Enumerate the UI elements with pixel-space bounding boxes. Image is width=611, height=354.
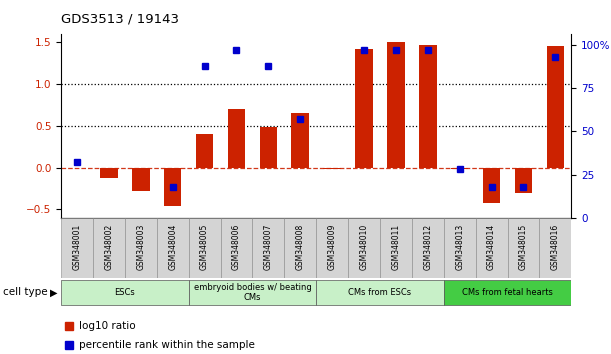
FancyBboxPatch shape bbox=[444, 218, 475, 278]
FancyBboxPatch shape bbox=[93, 218, 125, 278]
Text: GSM348011: GSM348011 bbox=[392, 223, 400, 270]
FancyBboxPatch shape bbox=[189, 280, 316, 305]
Bar bbox=[355, 49, 373, 167]
FancyBboxPatch shape bbox=[284, 218, 316, 278]
Text: GSM348015: GSM348015 bbox=[519, 223, 528, 270]
Text: GSM348007: GSM348007 bbox=[264, 223, 273, 270]
Text: CMs from fetal hearts: CMs from fetal hearts bbox=[462, 288, 553, 297]
FancyBboxPatch shape bbox=[316, 280, 444, 305]
FancyBboxPatch shape bbox=[252, 218, 284, 278]
Bar bbox=[387, 42, 404, 167]
Text: ESCs: ESCs bbox=[114, 288, 135, 297]
Text: log10 ratio: log10 ratio bbox=[79, 321, 136, 331]
FancyBboxPatch shape bbox=[508, 218, 540, 278]
Text: GSM348014: GSM348014 bbox=[487, 223, 496, 270]
FancyBboxPatch shape bbox=[348, 218, 380, 278]
FancyBboxPatch shape bbox=[189, 218, 221, 278]
Bar bbox=[547, 46, 564, 167]
FancyBboxPatch shape bbox=[380, 218, 412, 278]
Text: GSM348010: GSM348010 bbox=[359, 223, 368, 270]
Text: GSM348004: GSM348004 bbox=[168, 223, 177, 270]
FancyBboxPatch shape bbox=[61, 280, 189, 305]
Text: GSM348016: GSM348016 bbox=[551, 223, 560, 270]
FancyBboxPatch shape bbox=[412, 218, 444, 278]
Bar bbox=[100, 167, 118, 178]
Text: ▶: ▶ bbox=[50, 287, 57, 297]
Bar bbox=[228, 109, 245, 167]
Text: GSM348012: GSM348012 bbox=[423, 223, 433, 270]
Text: GSM348009: GSM348009 bbox=[327, 223, 337, 270]
FancyBboxPatch shape bbox=[125, 218, 157, 278]
Bar bbox=[323, 167, 341, 169]
FancyBboxPatch shape bbox=[316, 218, 348, 278]
Bar bbox=[483, 167, 500, 202]
Text: GSM348005: GSM348005 bbox=[200, 223, 209, 270]
Text: GSM348003: GSM348003 bbox=[136, 223, 145, 270]
Text: percentile rank within the sample: percentile rank within the sample bbox=[79, 341, 255, 350]
Bar bbox=[419, 45, 437, 167]
Bar bbox=[260, 127, 277, 167]
Text: GSM348013: GSM348013 bbox=[455, 223, 464, 270]
Bar bbox=[291, 113, 309, 167]
Bar bbox=[451, 167, 469, 169]
FancyBboxPatch shape bbox=[221, 218, 252, 278]
Text: GSM348001: GSM348001 bbox=[73, 223, 81, 270]
FancyBboxPatch shape bbox=[475, 218, 508, 278]
Text: cell type: cell type bbox=[3, 287, 48, 297]
Text: embryoid bodies w/ beating
CMs: embryoid bodies w/ beating CMs bbox=[194, 283, 311, 302]
Bar bbox=[196, 134, 213, 167]
Text: GDS3513 / 19143: GDS3513 / 19143 bbox=[61, 12, 179, 25]
FancyBboxPatch shape bbox=[61, 218, 93, 278]
FancyBboxPatch shape bbox=[444, 280, 571, 305]
Text: GSM348006: GSM348006 bbox=[232, 223, 241, 270]
Text: CMs from ESCs: CMs from ESCs bbox=[348, 288, 412, 297]
FancyBboxPatch shape bbox=[540, 218, 571, 278]
Text: GSM348002: GSM348002 bbox=[104, 223, 114, 270]
Bar bbox=[514, 167, 532, 193]
Bar bbox=[132, 167, 150, 191]
Text: GSM348008: GSM348008 bbox=[296, 223, 305, 270]
Bar bbox=[164, 167, 181, 206]
FancyBboxPatch shape bbox=[157, 218, 189, 278]
